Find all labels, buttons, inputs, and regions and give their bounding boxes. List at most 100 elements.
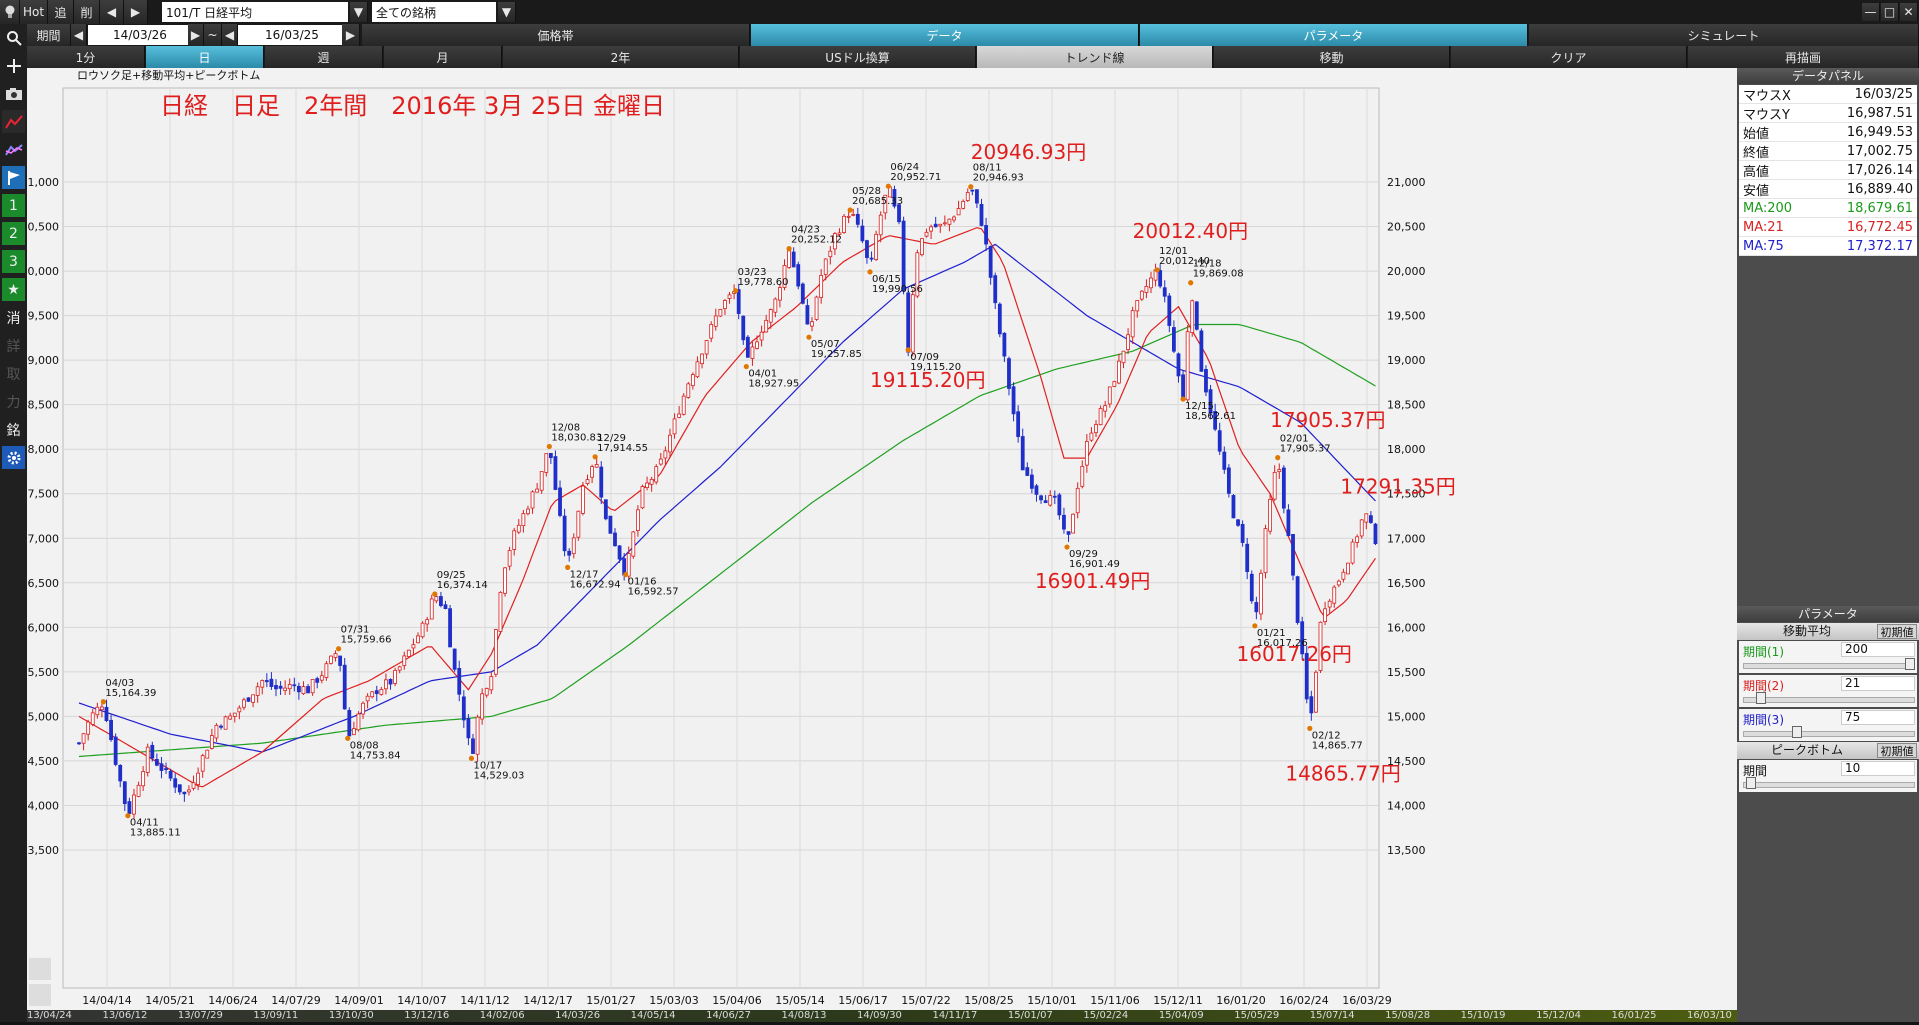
- maximize-button[interactable]: □: [1881, 3, 1899, 21]
- peak-marker: [1188, 280, 1194, 286]
- minimize-button[interactable]: —: [1862, 3, 1880, 21]
- data-panel: データパネル マウスX 16/03/25 マウスY 16,987.51 始値 16,949…: [1737, 68, 1919, 1022]
- peak-value-label: 18,927.95: [748, 379, 799, 390]
- ma-period-slider-handle[interactable]: [1905, 658, 1915, 670]
- trade-button[interactable]: 取: [6, 366, 21, 383]
- timeframe-day[interactable]: 日: [146, 46, 264, 68]
- candle-down: [1066, 531, 1071, 535]
- next-symbol-button[interactable]: ▶: [124, 0, 148, 24]
- scroll-date-label: 13/10/30: [328, 1010, 374, 1021]
- usd-convert-button[interactable]: USドル換算: [740, 46, 976, 68]
- candle-up: [626, 553, 631, 577]
- number-1-icon[interactable]: 1: [2, 194, 25, 217]
- candle-up: [645, 482, 649, 488]
- flag-icon[interactable]: [2, 166, 25, 189]
- ma-period-slider-handle[interactable]: [1791, 726, 1802, 738]
- trendline-button[interactable]: トレンド線: [977, 46, 1213, 68]
- y-tick-label-left: 21,000: [27, 176, 59, 189]
- from-next-button[interactable]: ▶: [188, 24, 204, 46]
- ma-period-slider[interactable]: [1743, 697, 1915, 703]
- candle-up: [521, 513, 526, 527]
- delete-button[interactable]: 削: [74, 0, 100, 24]
- candle-up: [237, 707, 242, 713]
- to-next-button[interactable]: ▶: [342, 24, 360, 46]
- x-tick-label: 14/11/12: [460, 994, 509, 1007]
- ma-period-slider[interactable]: [1743, 663, 1915, 669]
- timeframe-toolbar: 1分 日 週 月 2年 USドル換算 トレンド線 移動 クリア 再描画: [0, 46, 1919, 68]
- peak-marker: [1275, 455, 1281, 461]
- add-button[interactable]: 追: [48, 0, 74, 24]
- timeframe-week[interactable]: 週: [265, 46, 383, 68]
- to-prev-button[interactable]: ◀: [222, 24, 238, 46]
- chart-line-icon[interactable]: [2, 110, 25, 133]
- data-panel-row: 始値 16,949.53: [1739, 123, 1917, 142]
- ma-reset-button[interactable]: 初期値: [1877, 624, 1917, 639]
- x-tick-label: 15/05/14: [775, 994, 824, 1007]
- period-from-input[interactable]: 14/03/26: [88, 25, 188, 45]
- prev-symbol-button[interactable]: ◀: [100, 0, 124, 24]
- close-icon[interactable]: ✕: [1900, 3, 1918, 21]
- peak-marker: [100, 699, 107, 705]
- date-scrollbar[interactable]: 13/04/24 13/06/12 13/07/29 13/09/11 13/10/30…: [27, 1010, 1737, 1022]
- peak-value-label: 15,164.39: [105, 688, 156, 699]
- peak-period-slider-handle[interactable]: [1746, 777, 1757, 789]
- candle-up: [1263, 528, 1268, 574]
- peak-period-input[interactable]: 10: [1841, 761, 1915, 776]
- chart-multi-icon[interactable]: [2, 138, 25, 161]
- symbol-select[interactable]: 101/T 日経平均: [162, 2, 348, 22]
- tab-parameter[interactable]: パラメータ: [1140, 24, 1528, 46]
- ma-period-input[interactable]: 21: [1841, 676, 1915, 691]
- plus-icon[interactable]: [2, 54, 25, 77]
- hot-button[interactable]: Hot: [20, 0, 48, 24]
- candle-down: [736, 289, 741, 314]
- candle-up: [1107, 386, 1112, 405]
- tab-data[interactable]: データ: [751, 24, 1139, 46]
- ma-period-input[interactable]: 200: [1841, 642, 1915, 657]
- peak-reset-button[interactable]: 初期値: [1877, 743, 1917, 758]
- price-annotation: 17291.35円: [1340, 475, 1455, 499]
- timeframe-1min[interactable]: 1分: [27, 46, 145, 68]
- candle-down: [603, 499, 608, 520]
- star-icon[interactable]: ★: [2, 278, 25, 301]
- chevron-down-icon[interactable]: ▼: [350, 2, 368, 22]
- number-2-icon[interactable]: 2: [2, 222, 25, 245]
- period-to-input[interactable]: 16/03/25: [238, 25, 342, 45]
- peak-marker: [336, 646, 342, 652]
- search-icon[interactable]: [2, 26, 25, 49]
- chart-area[interactable]: 04/03 15,164.39 04/11 13,885.11 07/31 15,759.…: [21, 68, 1737, 1022]
- tab-price-band[interactable]: 価格帯: [362, 24, 750, 46]
- universe-select[interactable]: 全ての銘柄: [372, 2, 496, 22]
- from-prev-button[interactable]: ◀: [71, 24, 87, 46]
- camera-icon[interactable]: [2, 82, 25, 105]
- mini-chart-icon[interactable]: [29, 984, 51, 1006]
- timeframe-2year[interactable]: 2年: [503, 46, 739, 68]
- peak-period-slider[interactable]: [1743, 782, 1915, 788]
- candle-up: [654, 466, 659, 483]
- tab-simulate[interactable]: シミュレート: [1529, 24, 1919, 46]
- candle-down: [461, 696, 466, 721]
- peak-marker: [847, 207, 853, 213]
- erase-button[interactable]: 消: [6, 310, 21, 327]
- ma-period-slider-handle[interactable]: [1755, 692, 1766, 704]
- mini-chart-icon[interactable]: [29, 958, 51, 980]
- candle-down: [901, 220, 906, 291]
- number-3-icon[interactable]: 3: [2, 250, 25, 273]
- redraw-button[interactable]: 再描画: [1688, 46, 1919, 68]
- gear-icon[interactable]: [2, 446, 25, 469]
- detail-button[interactable]: 詳: [6, 338, 21, 355]
- stock-button[interactable]: 銘: [6, 422, 21, 439]
- ma-period-slider[interactable]: [1743, 731, 1915, 737]
- ma-period-input[interactable]: 75: [1841, 710, 1915, 725]
- bulb-icon[interactable]: [0, 0, 20, 24]
- data-panel-row: MA:21 16,772.45: [1739, 218, 1917, 237]
- move-button[interactable]: 移動: [1214, 46, 1450, 68]
- candle-up: [287, 684, 292, 690]
- power-button[interactable]: 力: [6, 394, 21, 411]
- clear-button[interactable]: クリア: [1451, 46, 1687, 68]
- candle-down: [173, 778, 178, 788]
- period-tilde: ~: [204, 24, 222, 46]
- chevron-down-icon[interactable]: ▼: [498, 2, 516, 22]
- scroll-date-label: 16/01/25: [1611, 1010, 1657, 1021]
- timeframe-month[interactable]: 月: [384, 46, 502, 68]
